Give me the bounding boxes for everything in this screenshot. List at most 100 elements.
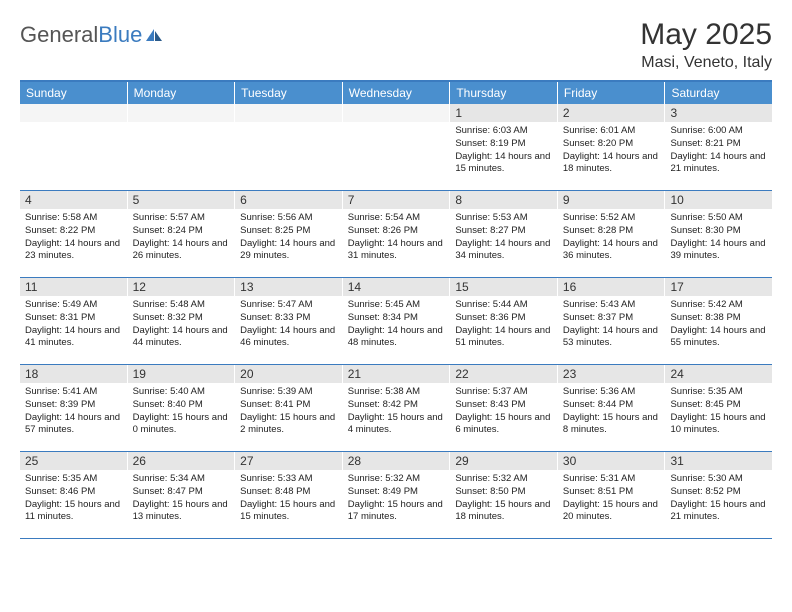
day-number: 31: [665, 452, 772, 470]
calendar-cell-empty: [20, 104, 128, 190]
day-number: 13: [235, 278, 342, 296]
calendar-cell: 9Sunrise: 5:52 AMSunset: 8:28 PMDaylight…: [558, 191, 666, 277]
day-number: 4: [20, 191, 127, 209]
calendar-cell-empty: [128, 104, 236, 190]
sunrise-line: Sunrise: 5:56 AM: [240, 212, 337, 225]
daylight-line: Daylight: 14 hours and 18 minutes.: [563, 151, 660, 177]
calendar-cell: 19Sunrise: 5:40 AMSunset: 8:40 PMDayligh…: [128, 365, 236, 451]
day-number: 10: [665, 191, 772, 209]
sunset-line: Sunset: 8:30 PM: [670, 225, 767, 238]
daylight-line: Daylight: 15 hours and 0 minutes.: [133, 412, 230, 438]
daylight-line: Daylight: 14 hours and 36 minutes.: [563, 238, 660, 264]
sunrise-line: Sunrise: 5:38 AM: [348, 386, 445, 399]
calendar-cell: 11Sunrise: 5:49 AMSunset: 8:31 PMDayligh…: [20, 278, 128, 364]
daylight-line: Daylight: 15 hours and 10 minutes.: [670, 412, 767, 438]
calendar-cell: 10Sunrise: 5:50 AMSunset: 8:30 PMDayligh…: [665, 191, 772, 277]
sunset-line: Sunset: 8:26 PM: [348, 225, 445, 238]
weekday-header: Thursday: [450, 82, 558, 104]
logo-text: GeneralBlue: [20, 22, 142, 48]
sunrise-line: Sunrise: 5:50 AM: [670, 212, 767, 225]
day-details: Sunrise: 5:47 AMSunset: 8:33 PMDaylight:…: [235, 296, 342, 354]
sunrise-line: Sunrise: 5:41 AM: [25, 386, 122, 399]
day-number: 18: [20, 365, 127, 383]
weeks-container: 1Sunrise: 6:03 AMSunset: 8:19 PMDaylight…: [20, 104, 772, 539]
daylight-line: Daylight: 14 hours and 26 minutes.: [133, 238, 230, 264]
day-number: 3: [665, 104, 772, 122]
day-details: Sunrise: 5:43 AMSunset: 8:37 PMDaylight:…: [558, 296, 665, 354]
sunrise-line: Sunrise: 5:48 AM: [133, 299, 230, 312]
sunrise-line: Sunrise: 5:37 AM: [455, 386, 552, 399]
weekday-header: Wednesday: [343, 82, 451, 104]
day-details: Sunrise: 6:00 AMSunset: 8:21 PMDaylight:…: [665, 122, 772, 180]
sail-icon: [144, 27, 164, 43]
sunrise-line: Sunrise: 5:42 AM: [670, 299, 767, 312]
sunset-line: Sunset: 8:19 PM: [455, 138, 552, 151]
sunrise-line: Sunrise: 5:52 AM: [563, 212, 660, 225]
sunrise-line: Sunrise: 6:03 AM: [455, 125, 552, 138]
daylight-line: Daylight: 14 hours and 34 minutes.: [455, 238, 552, 264]
calendar-cell: 14Sunrise: 5:45 AMSunset: 8:34 PMDayligh…: [343, 278, 451, 364]
daylight-line: Daylight: 15 hours and 13 minutes.: [133, 499, 230, 525]
sunrise-line: Sunrise: 5:31 AM: [563, 473, 660, 486]
day-number: 25: [20, 452, 127, 470]
calendar-cell: 22Sunrise: 5:37 AMSunset: 8:43 PMDayligh…: [450, 365, 558, 451]
sunset-line: Sunset: 8:52 PM: [670, 486, 767, 499]
daylight-line: Daylight: 14 hours and 44 minutes.: [133, 325, 230, 351]
weekday-header: Saturday: [665, 82, 772, 104]
sunset-line: Sunset: 8:32 PM: [133, 312, 230, 325]
day-number: 19: [128, 365, 235, 383]
calendar-cell: 21Sunrise: 5:38 AMSunset: 8:42 PMDayligh…: [343, 365, 451, 451]
calendar-cell: 6Sunrise: 5:56 AMSunset: 8:25 PMDaylight…: [235, 191, 343, 277]
sunset-line: Sunset: 8:49 PM: [348, 486, 445, 499]
daylight-line: Daylight: 15 hours and 21 minutes.: [670, 499, 767, 525]
day-number: 21: [343, 365, 450, 383]
day-number: 6: [235, 191, 342, 209]
day-details: Sunrise: 5:40 AMSunset: 8:40 PMDaylight:…: [128, 383, 235, 441]
daylight-line: Daylight: 14 hours and 29 minutes.: [240, 238, 337, 264]
sunrise-line: Sunrise: 5:33 AM: [240, 473, 337, 486]
day-number: 12: [128, 278, 235, 296]
day-details: Sunrise: 5:41 AMSunset: 8:39 PMDaylight:…: [20, 383, 127, 441]
sunrise-line: Sunrise: 5:30 AM: [670, 473, 767, 486]
sunset-line: Sunset: 8:34 PM: [348, 312, 445, 325]
sunrise-line: Sunrise: 5:49 AM: [25, 299, 122, 312]
day-number: [128, 104, 235, 122]
calendar-cell: 3Sunrise: 6:00 AMSunset: 8:21 PMDaylight…: [665, 104, 772, 190]
calendar-cell: 23Sunrise: 5:36 AMSunset: 8:44 PMDayligh…: [558, 365, 666, 451]
calendar-cell: 2Sunrise: 6:01 AMSunset: 8:20 PMDaylight…: [558, 104, 666, 190]
daylight-line: Daylight: 15 hours and 17 minutes.: [348, 499, 445, 525]
sunset-line: Sunset: 8:20 PM: [563, 138, 660, 151]
day-details: Sunrise: 5:38 AMSunset: 8:42 PMDaylight:…: [343, 383, 450, 441]
daylight-line: Daylight: 15 hours and 2 minutes.: [240, 412, 337, 438]
sunrise-line: Sunrise: 5:57 AM: [133, 212, 230, 225]
calendar-cell: 16Sunrise: 5:43 AMSunset: 8:37 PMDayligh…: [558, 278, 666, 364]
day-details: Sunrise: 5:44 AMSunset: 8:36 PMDaylight:…: [450, 296, 557, 354]
day-number: 11: [20, 278, 127, 296]
calendar-week: 11Sunrise: 5:49 AMSunset: 8:31 PMDayligh…: [20, 278, 772, 365]
daylight-line: Daylight: 14 hours and 48 minutes.: [348, 325, 445, 351]
day-number: [20, 104, 127, 122]
sunset-line: Sunset: 8:44 PM: [563, 399, 660, 412]
day-details: Sunrise: 5:58 AMSunset: 8:22 PMDaylight:…: [20, 209, 127, 267]
sunset-line: Sunset: 8:47 PM: [133, 486, 230, 499]
day-number: 29: [450, 452, 557, 470]
sunrise-line: Sunrise: 5:35 AM: [670, 386, 767, 399]
daylight-line: Daylight: 15 hours and 15 minutes.: [240, 499, 337, 525]
sunset-line: Sunset: 8:41 PM: [240, 399, 337, 412]
day-number: 9: [558, 191, 665, 209]
day-details: Sunrise: 5:30 AMSunset: 8:52 PMDaylight:…: [665, 470, 772, 528]
calendar-cell: 1Sunrise: 6:03 AMSunset: 8:19 PMDaylight…: [450, 104, 558, 190]
daylight-line: Daylight: 15 hours and 20 minutes.: [563, 499, 660, 525]
calendar-cell: 30Sunrise: 5:31 AMSunset: 8:51 PMDayligh…: [558, 452, 666, 538]
daylight-line: Daylight: 14 hours and 23 minutes.: [25, 238, 122, 264]
sunrise-line: Sunrise: 5:32 AM: [455, 473, 552, 486]
day-number: [343, 104, 450, 122]
calendar-cell-empty: [235, 104, 343, 190]
sunset-line: Sunset: 8:43 PM: [455, 399, 552, 412]
sunrise-line: Sunrise: 5:53 AM: [455, 212, 552, 225]
day-number: 14: [343, 278, 450, 296]
daylight-line: Daylight: 14 hours and 41 minutes.: [25, 325, 122, 351]
logo-part2: Blue: [98, 22, 142, 47]
weekday-header: Sunday: [20, 82, 128, 104]
day-details: Sunrise: 5:50 AMSunset: 8:30 PMDaylight:…: [665, 209, 772, 267]
